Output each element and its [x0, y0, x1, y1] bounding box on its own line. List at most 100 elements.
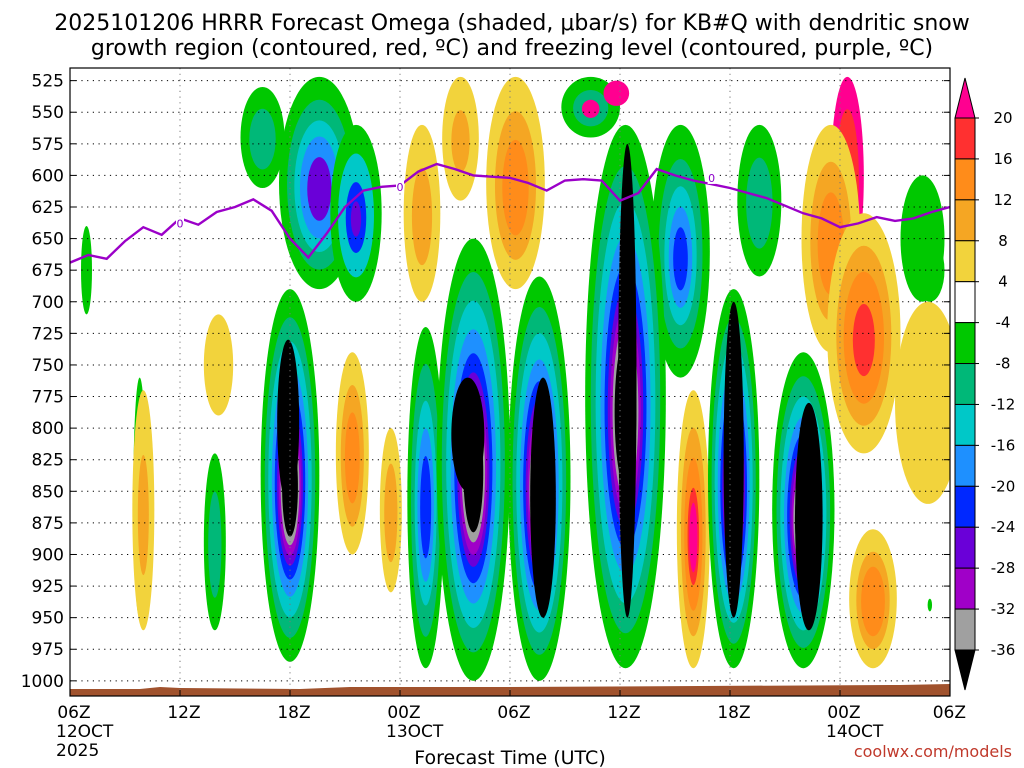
freezing-label-bg [176, 216, 184, 230]
colorbar-label: -8 [996, 355, 1011, 373]
omega-blob [81, 225, 92, 315]
colorbar-segment [954, 199, 976, 242]
colorbar-segment [954, 281, 976, 324]
omega-blob [618, 143, 637, 618]
omega-blob [277, 339, 300, 504]
colorbar-segment [954, 117, 976, 160]
omega-blob [350, 201, 362, 237]
y-tick-label: 1000 [21, 672, 64, 692]
colorbar-segment [954, 526, 976, 569]
y-tick-label: 675 [32, 261, 64, 281]
y-tick-label: 900 [32, 545, 64, 565]
x-tick-date: 13OCT [386, 722, 444, 742]
y-tick-label: 800 [32, 419, 64, 439]
y-axis: 525 550 575 600 625 650 675 700 725 750 775 800 825 8… [21, 72, 950, 692]
colorbar-label: -24 [991, 518, 1016, 536]
omega-blob [307, 157, 332, 221]
omega-shaded-field [81, 76, 950, 681]
freezing-label-bg [707, 170, 716, 184]
colorbar-label: -4 [996, 314, 1011, 332]
omega-blob [344, 412, 360, 504]
y-tick-label: 775 [32, 388, 64, 408]
colorbar-segment [954, 240, 976, 283]
omega-blob [208, 491, 222, 598]
colorbar-label: 8 [998, 232, 1008, 250]
omega-blob [723, 301, 744, 618]
colorbar-segment [954, 485, 976, 528]
omega-blob [603, 80, 630, 106]
freezing-level-label: 0 [397, 181, 404, 194]
y-tick-label: 650 [32, 230, 64, 250]
y-tick-label: 725 [32, 324, 64, 344]
chart-title-line2: growth region (contoured, red, ºC) and f… [91, 36, 933, 61]
omega-blob [895, 301, 950, 504]
x-tick-label: 06Z [497, 703, 530, 723]
y-tick-label: 575 [32, 135, 64, 155]
colorbar-segment [954, 649, 976, 691]
colorbar-label: 4 [998, 273, 1008, 291]
y-tick-label: 550 [32, 103, 64, 123]
colorbar: 20 16 12 8 4 -4 -8 -12 -16 -20 -24 -28 -32 -36 [954, 77, 1016, 691]
y-tick-label: 625 [32, 198, 64, 218]
omega-blob [861, 566, 885, 637]
colorbar-segment [954, 363, 976, 405]
colorbar-segment [954, 567, 976, 610]
y-tick-label: 525 [32, 72, 64, 92]
chart-title-line1: 2025101206 HRRR Forecast Omega (shaded, … [54, 11, 969, 36]
freezing-level-label: 0 [177, 217, 184, 230]
credit-link[interactable]: coolwx.com/models [854, 742, 1012, 761]
colorbar-label: 20 [993, 109, 1012, 127]
y-tick-label: 875 [32, 514, 64, 534]
x-tick-label: 18Z [717, 703, 750, 723]
y-tick-label: 850 [32, 482, 64, 502]
omega-blob [673, 227, 688, 291]
x-tick-label: 12Z [167, 703, 200, 723]
x-tick-label: 00Z [387, 703, 420, 723]
colorbar-segment [954, 77, 976, 119]
plot-frame [69, 67, 951, 697]
y-tick-label: 700 [32, 293, 64, 313]
colorbar-segment [954, 322, 976, 365]
omega-blob [451, 110, 470, 173]
colorbar-segment [954, 608, 976, 651]
omega-blob [530, 377, 556, 618]
x-tick-label: 12Z [607, 703, 640, 723]
colorbar-label: -12 [991, 395, 1016, 413]
x-tick-date: 12OCT [56, 722, 114, 742]
x-tick-date: 14OCT [826, 722, 884, 742]
freezing-level-label: 0 [708, 172, 715, 185]
omega-blob [384, 463, 398, 563]
omega-blob [451, 377, 485, 492]
freezing-label-bg [396, 179, 404, 193]
y-tick-label: 825 [32, 451, 64, 471]
y-tick-label: 600 [32, 166, 64, 186]
x-tick-label: 18Z [277, 703, 310, 723]
y-tick-label: 925 [32, 577, 64, 597]
colorbar-label: -28 [991, 559, 1016, 577]
x-axis-label: Forecast Time (UTC) [414, 747, 605, 768]
colorbar-segment [954, 403, 976, 446]
omega-blob [746, 157, 773, 249]
x-tick-label: 06Z [57, 703, 90, 723]
y-tick-label: 975 [32, 640, 64, 660]
y-tick-label: 750 [32, 356, 64, 376]
colorbar-label: -36 [991, 641, 1016, 659]
omega-blob [502, 139, 529, 236]
omega-blob [927, 598, 933, 612]
colorbar-label: -16 [991, 436, 1016, 454]
omega-blob [689, 502, 698, 573]
omega-blob [411, 167, 433, 266]
omega-blob [420, 455, 432, 559]
omega-blob [915, 238, 945, 302]
colorbar-segment [954, 444, 976, 487]
x-tick-label: 06Z [933, 703, 966, 723]
x-tick-label: 00Z [827, 703, 860, 723]
colorbar-label: -20 [991, 477, 1016, 495]
omega-blob [852, 304, 875, 377]
omega-blob [795, 402, 823, 631]
colorbar-label: 16 [993, 150, 1012, 168]
freezing-level-labels: 0 0 0 [176, 170, 716, 230]
freezing-level-line [70, 162, 950, 264]
